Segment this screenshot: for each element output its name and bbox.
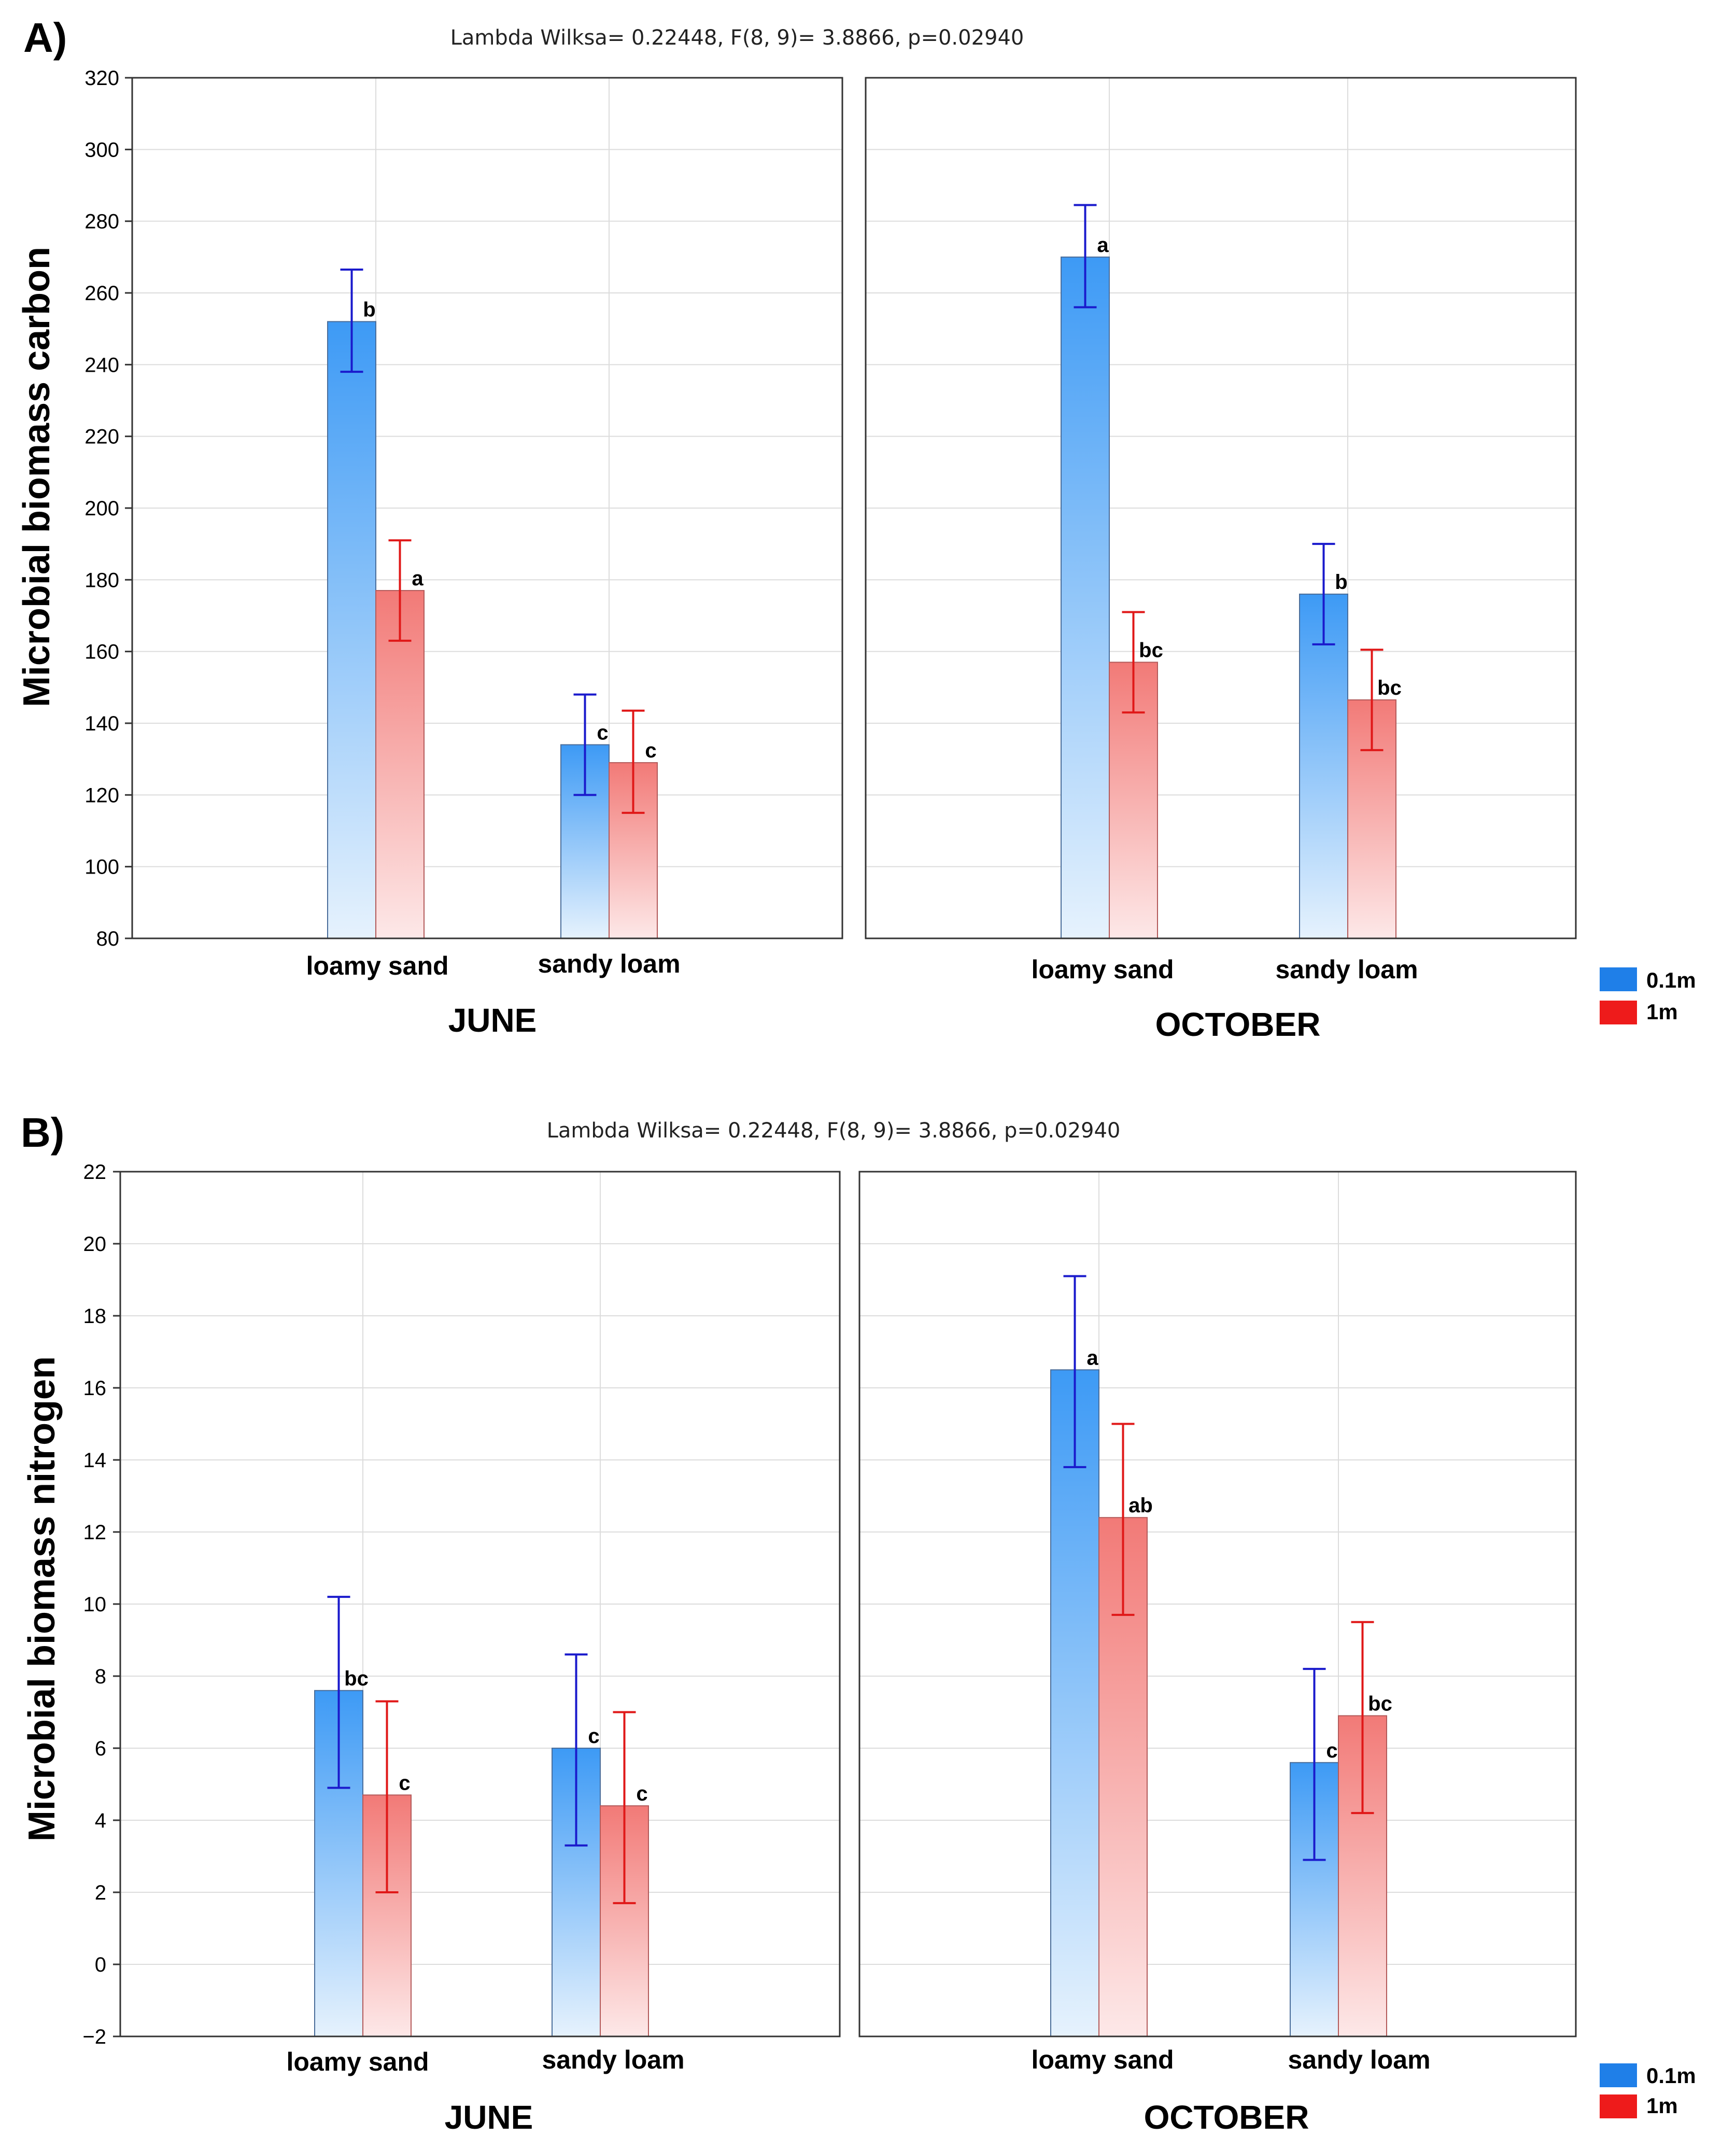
significance-label-1m-sandy-loam: bc (1368, 1692, 1392, 1715)
bar-1m-loamy-sand (375, 590, 425, 939)
legend-label-b-0.1m: 0.1m (1646, 2063, 1696, 2088)
legend-swatch-a-0.1m (1600, 967, 1637, 991)
significance-label-0.1m-sandy-loam: c (1326, 1739, 1337, 1762)
y-tick-label: 22 (83, 1161, 107, 1184)
y-axis-title-a: Microbial biomass carbon (16, 247, 58, 707)
y-tick-label: 6 (95, 1737, 106, 1760)
facet-A-october: a bc b bc (865, 77, 1577, 939)
chart-B: bc c c c −2 0 2 4 6 8 10 12 14 16 18 20 22 a ab c bc (82, 1161, 1577, 2048)
y-tick-label: 12 (83, 1521, 107, 1544)
y-tick-label: 20 (83, 1233, 107, 1256)
significance-label-1m-sandy-loam: c (645, 739, 656, 762)
y-tick-label: 100 (84, 856, 119, 879)
bar-1m-sandy-loam (1347, 699, 1396, 939)
bar-0.1m-loamy-sand (327, 321, 376, 939)
x-tick-a-june-loamy-sand: loamy sand (306, 951, 448, 980)
significance-label-1m-sandy-loam: c (636, 1782, 647, 1805)
chart-A: b a c c 80 100 120 140 160 180 200 220 240 260 280 300 3… (84, 67, 1577, 950)
y-axis-title-b: Microbial biomass nitrogen (21, 1356, 63, 1841)
legend-swatch-b-1m (1600, 2094, 1637, 2118)
significance-label-0.1m-loamy-sand: bc (344, 1667, 369, 1690)
significance-label-0.1m-sandy-loam: b (1335, 571, 1347, 594)
significance-label-0.1m-sandy-loam: c (597, 722, 608, 744)
y-tick-label: 0 (95, 1953, 106, 1976)
facet-label-a-october: OCTOBER (1155, 1006, 1321, 1043)
facet-A-june: b a c c 80 100 120 140 160 180 200 220 240 260 280 300 3… (84, 67, 843, 950)
plot-frame (858, 1171, 1577, 2037)
bar-0.1m-loamy-sand (1050, 1369, 1099, 2037)
y-tick-label: 80 (96, 927, 120, 950)
y-tick-label: 4 (95, 1809, 106, 1832)
bar-0.1m-sandy-loam (1299, 594, 1348, 939)
panel-label-b: B) (21, 1109, 64, 1156)
legend-swatch-b-0.1m (1600, 2063, 1637, 2087)
y-tick-label: 280 (84, 210, 119, 233)
plots-layer: bacc801001201401601802002202402602803003… (82, 67, 1577, 2048)
bar-0.1m-loamy-sand (1061, 256, 1110, 939)
facet-B-october: a ab c bc (858, 1171, 1577, 2037)
facet-label-a-june: JUNE (448, 1002, 537, 1039)
y-tick-label: 160 (84, 641, 119, 664)
significance-label-0.1m-sandy-loam: c (588, 1725, 599, 1748)
significance-label-0.1m-loamy-sand: a (1097, 234, 1109, 257)
y-tick-label: 300 (84, 138, 119, 161)
y-tick-label: 220 (84, 426, 119, 448)
facet-B-june: bc c c c −2 0 2 4 6 8 10 12 14 16 18 20 22 (82, 1161, 841, 2048)
y-tick-label: 16 (83, 1377, 107, 1400)
stats-title-b: Lambda Wilksa= 0.22448, F(8, 9)= 3.8866,… (547, 1119, 1121, 1143)
y-tick-label: 120 (84, 784, 119, 807)
significance-label-0.1m-loamy-sand: b (363, 298, 375, 321)
y-tick-label: 200 (84, 497, 119, 520)
x-tick-b-june-loamy-sand: loamy sand (286, 2047, 429, 2076)
legend-label-a-1m: 1m (1646, 1000, 1678, 1024)
legend-swatch-a-1m (1600, 1001, 1637, 1024)
stats-title-a: Lambda Wilksa= 0.22448, F(8, 9)= 3.8866,… (450, 26, 1024, 50)
x-tick-a-june-sandy-loam: sandy loam (538, 949, 680, 978)
significance-label-1m-loamy-sand: a (412, 567, 424, 590)
facet-label-b-october: OCTOBER (1144, 2099, 1309, 2136)
y-tick-label: 18 (83, 1305, 107, 1328)
significance-label-1m-loamy-sand: bc (1139, 639, 1163, 662)
legend-label-a-0.1m: 0.1m (1646, 968, 1696, 992)
y-tick-label: 2 (95, 1881, 106, 1904)
facet-label-b-june: JUNE (445, 2099, 533, 2136)
x-tick-b-october-sandy-loam: sandy loam (1288, 2045, 1430, 2074)
x-tick-a-october-loamy-sand: loamy sand (1031, 955, 1174, 984)
y-tick-label: 240 (84, 354, 119, 376)
plot-frame (865, 77, 1577, 939)
significance-label-0.1m-loamy-sand: a (1086, 1346, 1098, 1369)
y-tick-label: 10 (83, 1593, 107, 1616)
y-tick-label: 180 (84, 569, 119, 592)
y-tick-label: 260 (84, 282, 119, 305)
y-tick-label: 14 (83, 1449, 107, 1472)
x-tick-a-october-sandy-loam: sandy loam (1275, 955, 1418, 984)
y-tick-label: 8 (95, 1665, 106, 1688)
y-tick-label: 140 (84, 712, 119, 735)
legend-label-b-1m: 1m (1646, 2093, 1678, 2118)
significance-label-1m-loamy-sand: ab (1128, 1494, 1153, 1517)
y-tick-label: 320 (84, 67, 119, 90)
y-tick-label: −2 (82, 2026, 106, 2048)
x-tick-b-october-loamy-sand: loamy sand (1031, 2045, 1174, 2074)
panel-label-a: A) (23, 15, 67, 61)
significance-label-1m-sandy-loam: bc (1377, 677, 1402, 699)
x-tick-b-june-sandy-loam: sandy loam (542, 2045, 684, 2074)
significance-label-1m-loamy-sand: c (399, 1772, 410, 1794)
